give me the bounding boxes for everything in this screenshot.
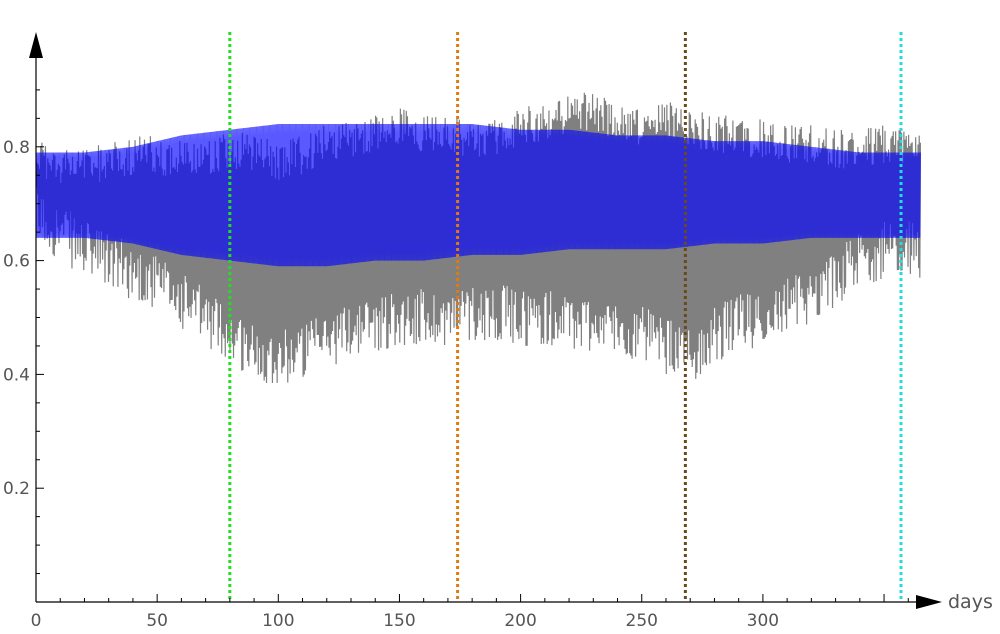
axes-layer: days	[29, 32, 993, 613]
x-tick-label: 50	[146, 611, 168, 631]
y-tick-label: 0.6	[3, 252, 30, 272]
y-tick-label: 0.2	[3, 479, 30, 499]
x-axis-arrow	[916, 595, 942, 609]
y-tick-label: 0.4	[3, 365, 30, 385]
x-tick-label: 250	[626, 611, 658, 631]
tick-layer: 0 50 100 150 200 250 300 0.2 0.4 0.6 0.8	[3, 89, 909, 631]
x-tick-label: 200	[504, 611, 536, 631]
y-axis-arrow	[29, 32, 43, 58]
data-layer	[35, 92, 921, 383]
x-axis-title: days	[948, 591, 993, 613]
series-1-line	[35, 124, 921, 267]
y-tick-label: 0.8	[3, 138, 30, 158]
x-tick-label: 0	[31, 611, 42, 631]
x-tick-label: 300	[747, 611, 779, 631]
marker-layer	[228, 32, 903, 602]
x-tick-label: 100	[262, 611, 294, 631]
x-tick-label: 150	[383, 611, 415, 631]
